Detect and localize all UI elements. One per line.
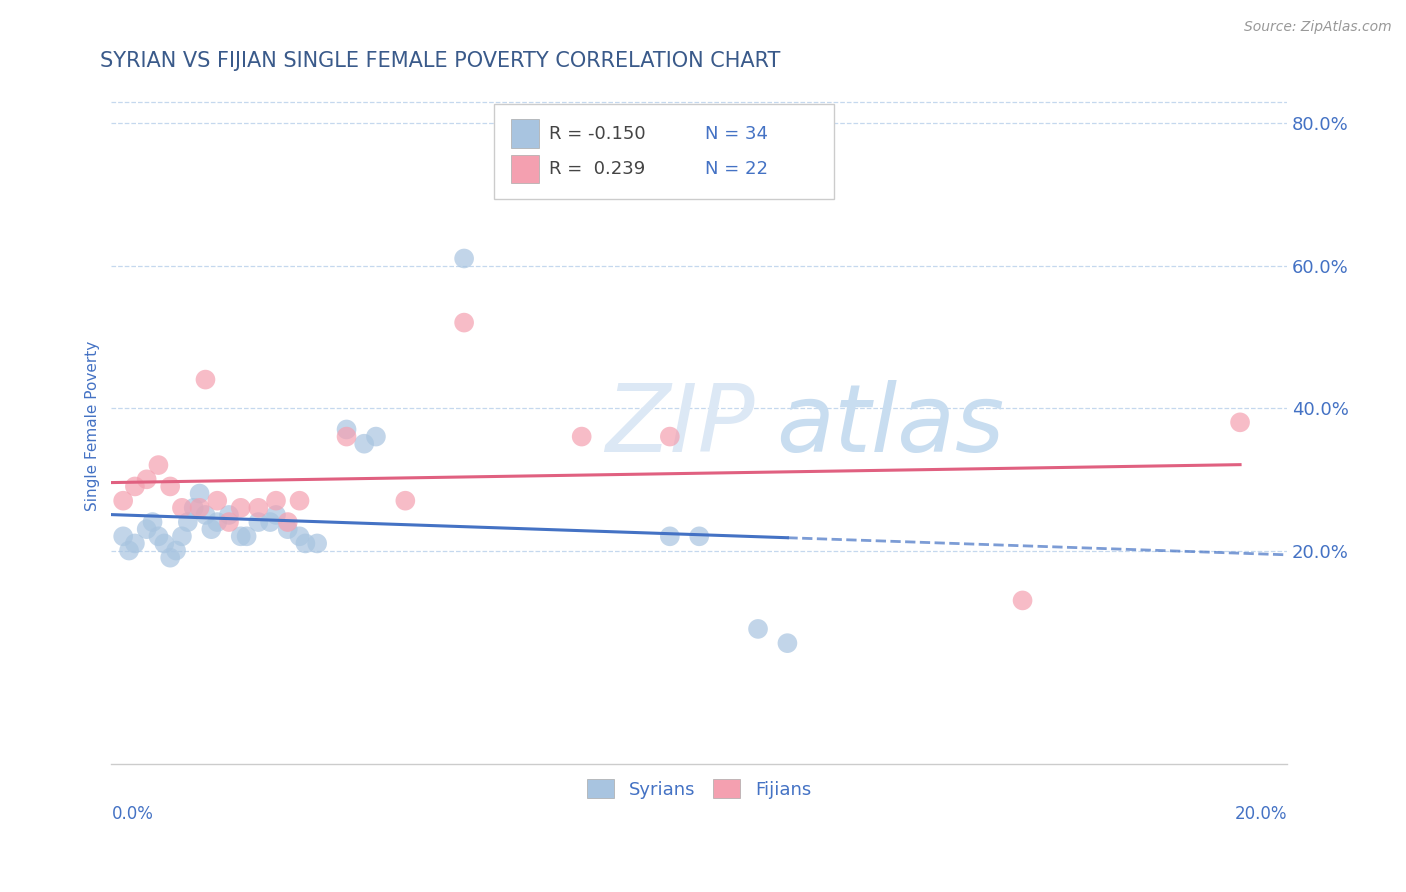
Point [1229,415,1251,429]
Point [394,493,416,508]
Point [776,636,799,650]
Y-axis label: Single Female Poverty: Single Female Poverty [86,341,100,511]
Point [112,529,135,543]
Point [688,529,710,543]
Point [135,522,157,536]
Text: R =  0.239: R = 0.239 [548,160,645,178]
Point [294,536,316,550]
Point [159,479,181,493]
Point [124,479,146,493]
Point [188,486,211,500]
Text: 0.0%: 0.0% [111,805,153,823]
Point [118,543,141,558]
FancyBboxPatch shape [512,120,540,148]
Point [165,543,187,558]
Text: N = 34: N = 34 [706,125,768,143]
Point [264,493,287,508]
Point [112,493,135,508]
Point [194,508,217,522]
Point [135,472,157,486]
Point [1011,593,1033,607]
Point [307,536,329,550]
Point [259,515,281,529]
Point [364,429,387,443]
Point [170,529,193,543]
Point [747,622,769,636]
Point [218,515,240,529]
Point [658,429,681,443]
Point [200,522,222,536]
Point [177,515,200,529]
Point [148,458,170,472]
Point [277,522,299,536]
Point [229,500,252,515]
Point [453,316,475,330]
Point [658,529,681,543]
Point [235,529,257,543]
Point [335,422,357,436]
Point [277,515,299,529]
Point [288,493,311,508]
Point [247,500,270,515]
Point [205,493,228,508]
Text: N = 22: N = 22 [706,160,768,178]
Point [194,373,217,387]
Point [188,500,211,515]
Legend: Syrians, Fijians: Syrians, Fijians [581,772,818,806]
Point [335,429,357,443]
Point [148,529,170,543]
Point [153,536,176,550]
Point [229,529,252,543]
Point [205,515,228,529]
Point [183,500,205,515]
Text: Source: ZipAtlas.com: Source: ZipAtlas.com [1244,20,1392,34]
Point [124,536,146,550]
FancyBboxPatch shape [494,104,834,199]
Point [453,252,475,266]
Text: SYRIAN VS FIJIAN SINGLE FEMALE POVERTY CORRELATION CHART: SYRIAN VS FIJIAN SINGLE FEMALE POVERTY C… [100,51,780,70]
Point [218,508,240,522]
Point [571,429,593,443]
Point [353,436,375,450]
Point [170,500,193,515]
Point [142,515,165,529]
Point [247,515,270,529]
Text: ZIP: ZIP [605,380,755,471]
Point [159,550,181,565]
FancyBboxPatch shape [512,154,540,183]
Point [264,508,287,522]
Point [288,529,311,543]
Text: atlas: atlas [776,380,1004,471]
Text: R = -0.150: R = -0.150 [548,125,645,143]
Text: 20.0%: 20.0% [1234,805,1286,823]
